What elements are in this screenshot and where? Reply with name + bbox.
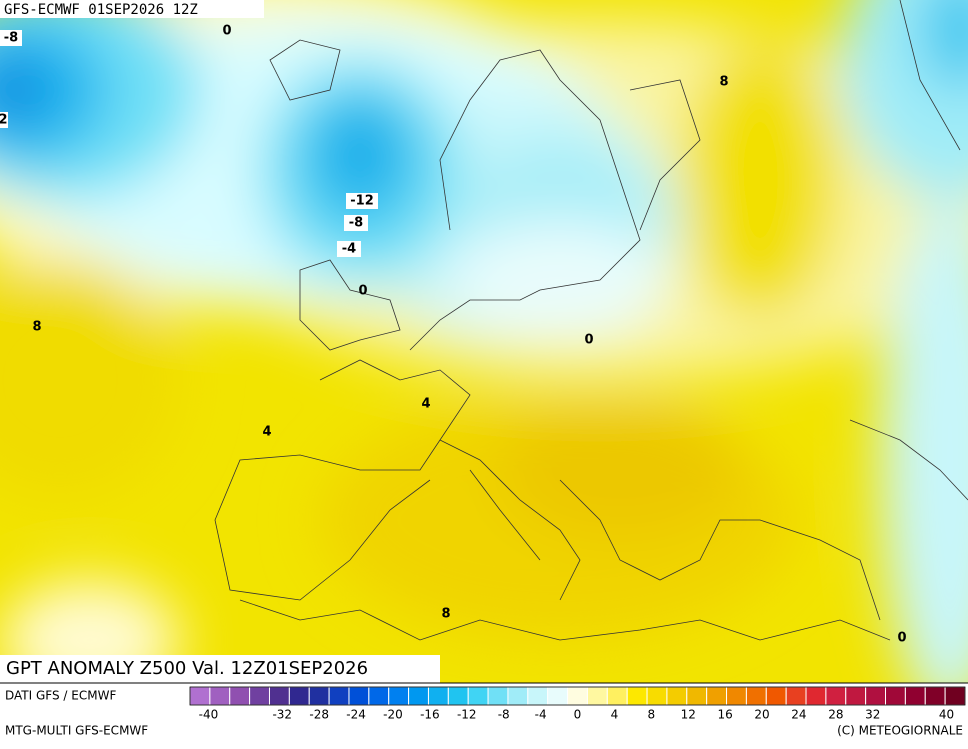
colorbar-tick-label: 28 (828, 708, 843, 722)
colorbar-box (686, 686, 708, 706)
contour-labels: -8 0 2 8 -12 -8 -4 0 8 0 4 4 8 0 (0, 24, 907, 646)
contour-label: 8 (719, 75, 728, 90)
contour-label: 0 (222, 24, 231, 39)
header-title: GFS-ECMWF 01SEP2026 12Z (4, 2, 198, 18)
colorbar: -40 -32 -28 -24 -20 -16 -12 -8 -4 0 4 8 12 16 20 24 28 32… (189, 686, 966, 722)
colorbar-tick-label: 0 (574, 708, 582, 722)
colorbar-tick-label: 24 (791, 708, 806, 722)
colorbar-box (805, 686, 827, 706)
colorbar-box (388, 686, 410, 706)
colorbar-box (288, 686, 310, 706)
colorbar-box (189, 686, 211, 706)
contour-fill (0, 0, 968, 683)
colorbar-box (745, 686, 767, 706)
colorbar-tick-label: -16 (420, 708, 440, 722)
colorbar-box (845, 686, 867, 706)
colorbar-box (547, 686, 569, 706)
colorbar-tick-label: -40 (199, 708, 219, 722)
footer-copyright: (C) METEOGIORNALE (837, 724, 963, 738)
colorbar-box (904, 686, 926, 706)
colorbar-box (765, 686, 787, 706)
colorbar-box (467, 686, 489, 706)
contour-label: 8 (32, 320, 41, 335)
colorbar-box (527, 686, 549, 706)
contour-label: -12 (350, 194, 374, 209)
colorbar-box (726, 686, 747, 706)
contour-label: -8 (349, 216, 363, 231)
colorbar-box (209, 686, 231, 706)
colorbar-box (427, 686, 449, 706)
colorbar-box (328, 686, 350, 706)
colorbar-box (924, 686, 946, 706)
colorbar-box (348, 686, 370, 706)
contour-label: 0 (358, 284, 367, 299)
colorbar-box (706, 686, 728, 706)
contour-label: 2 (0, 113, 8, 128)
colorbar-tick-label: -28 (309, 708, 329, 722)
colorbar-box (229, 686, 251, 706)
colorbar-tick-label: 40 (939, 708, 954, 722)
colorbar-tick-label: 12 (681, 708, 696, 722)
header-box (0, 0, 264, 18)
title-box (0, 655, 440, 683)
colorbar-box (785, 686, 807, 706)
colorbar-tick-label: 20 (754, 708, 769, 722)
colorbar-tick-label: -32 (272, 708, 292, 722)
colorbar-tick-label: -12 (457, 708, 477, 722)
colorbar-box (308, 686, 330, 706)
contour-label: -4 (342, 242, 356, 257)
contour-label: 4 (262, 425, 271, 440)
colorbar-box (606, 686, 628, 706)
colorbar-tick-label: 32 (865, 708, 880, 722)
colorbar-box (447, 686, 469, 706)
colorbar-tick-label: -4 (535, 708, 547, 722)
colorbar-tick-label: 4 (611, 708, 619, 722)
colorbar-box (626, 686, 648, 706)
contour-label-group: -8 0 2 8 -12 -8 -4 0 8 0 4 4 8 0 (0, 24, 907, 646)
contour-label: 0 (584, 333, 593, 348)
anomaly-field: -8 0 2 8 -12 -8 -4 0 8 0 4 4 8 0 GFS-ECM… (0, 0, 968, 683)
colorbar-box (586, 686, 608, 706)
footer-model: MTG-MULTI GFS-ECMWF (5, 724, 148, 738)
colorbar-box (368, 686, 390, 706)
coastlines (214, 0, 968, 641)
colorbar-box (268, 686, 290, 706)
colorbar-box (944, 686, 966, 706)
contour-label: -8 (4, 31, 18, 46)
colorbar-box (885, 686, 906, 706)
colorbar-tick-label: 8 (647, 708, 655, 722)
colorbar-frame (189, 686, 966, 706)
footer-source: DATI GFS / ECMWF (5, 689, 116, 703)
colorbar-box (646, 686, 668, 706)
colorbar-box (408, 686, 429, 706)
contour-label: 8 (441, 607, 450, 622)
colorbar-tick-label: -24 (346, 708, 366, 722)
contour-label: 0 (897, 631, 906, 646)
colorbar-tick-label: 16 (717, 708, 732, 722)
colorbar-box (865, 686, 887, 706)
colorbar-box (507, 686, 529, 706)
footer-title: GPT ANOMALY Z500 Val. 12Z01SEP2026 (6, 658, 368, 679)
colorbar-box (666, 686, 688, 706)
colorbar-box (487, 686, 509, 706)
colorbar-box (567, 686, 588, 706)
colorbar-tick-label: -20 (383, 708, 403, 722)
colorbar-tick-label: -8 (498, 708, 510, 722)
colorbar-box (825, 686, 847, 706)
colorbar-box (249, 686, 270, 706)
contour-label: 4 (421, 397, 430, 412)
